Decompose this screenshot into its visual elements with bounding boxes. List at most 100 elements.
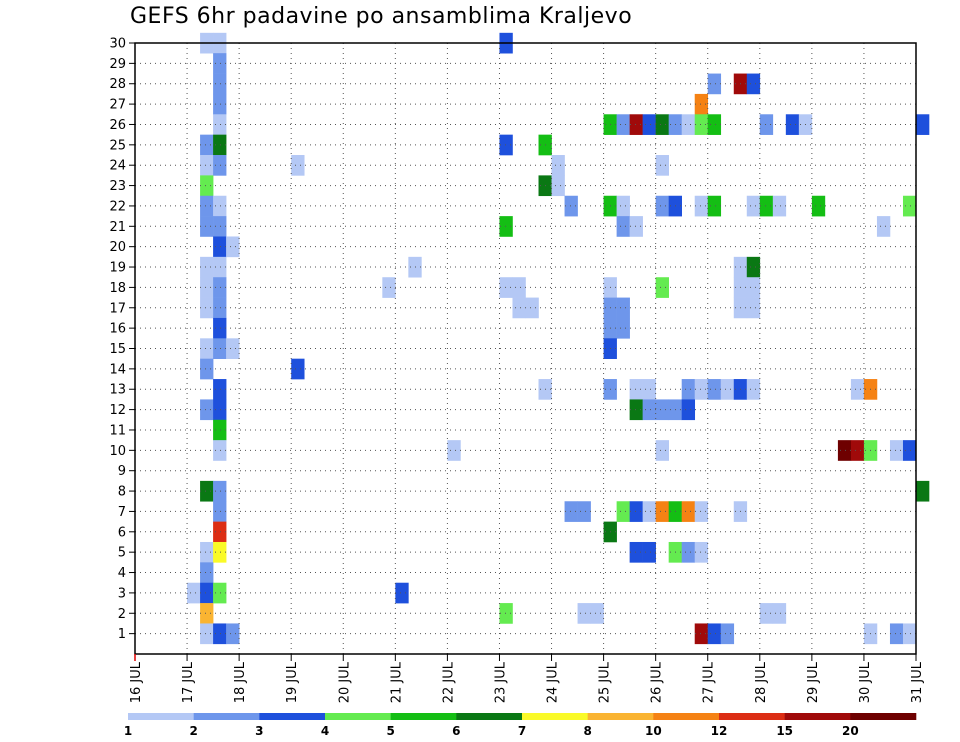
precip-cell: [707, 114, 722, 135]
precip-cell: [213, 399, 227, 421]
y-tick-label: 13: [109, 383, 126, 398]
precip-cell: [213, 53, 227, 74]
precip-cell: [200, 216, 214, 237]
precip-cell: [642, 379, 656, 400]
colorbar-swatch: [522, 713, 588, 720]
precip-cell: [746, 277, 761, 298]
precip-cell: [759, 114, 774, 135]
x-tick-label: 18 JUL: [233, 661, 248, 703]
precip-cell: [811, 195, 826, 217]
y-tick-label: 21: [109, 220, 126, 235]
precip-cell: [681, 541, 696, 563]
precip-cell: [889, 623, 904, 645]
precip-cell: [694, 195, 709, 217]
precip-cell: [512, 297, 526, 319]
precip-cell: [707, 623, 722, 645]
y-tick-label: 1: [118, 627, 126, 642]
precip-cell: [213, 195, 227, 217]
precip-cell: [629, 114, 643, 135]
x-tick-label: 27 JUL: [702, 661, 717, 703]
precip-cell: [629, 216, 643, 237]
y-tick-label: 2: [118, 607, 126, 622]
precip-cell: [616, 195, 630, 217]
x-tick-label: 26 JUL: [650, 661, 665, 703]
colorbar-label: 12: [711, 724, 728, 738]
y-tick-label: 10: [109, 444, 126, 459]
y-tick-label: 18: [109, 281, 126, 296]
precip-cell: [213, 419, 227, 441]
colorbar-swatch: [456, 713, 523, 720]
y-tick-label: 16: [109, 322, 126, 337]
precip-cell: [200, 277, 214, 298]
precip-cell: [564, 195, 578, 217]
precip-cell: [200, 297, 214, 319]
precip-cell: [226, 236, 240, 258]
precip-cell: [577, 501, 591, 522]
precip-cell: [876, 216, 891, 237]
precip-cell: [616, 114, 630, 135]
precip-cell: [720, 379, 735, 400]
precip-cell: [916, 114, 930, 135]
x-tick-label: 21 JUL: [389, 661, 404, 703]
precip-cell: [226, 623, 240, 645]
precip-cell: [694, 541, 709, 563]
precip-cell: [213, 73, 227, 95]
colorbar: 1 2 3 4 5 6 7 8 10 12 15 20: [124, 713, 917, 738]
precip-cell: [772, 195, 787, 217]
y-tick-label: 27: [109, 98, 126, 113]
colorbar-swatch: [325, 713, 391, 720]
precip-cell: [642, 114, 656, 135]
colorbar-swatch: [128, 713, 194, 720]
precip-cell: [902, 440, 917, 461]
precip-cell: [655, 501, 669, 522]
y-tick-label: 30: [109, 37, 126, 52]
precip-cell: [200, 582, 214, 604]
y-tick-label: 3: [118, 586, 126, 601]
precip-cell: [512, 277, 526, 298]
precip-cell: [499, 216, 513, 237]
colorbar-label: 1: [124, 724, 132, 738]
precip-cell: [629, 501, 643, 522]
y-tick-label: 9: [118, 464, 126, 479]
x-tick-label: 31 JUL: [910, 661, 925, 703]
precip-cell: [629, 541, 643, 563]
precip-cell: [213, 155, 227, 176]
precip-cell: [447, 440, 461, 461]
y-axis: 1234567891011121314151617181920212223242…: [109, 37, 135, 642]
colorbar-swatch: [390, 713, 457, 720]
precip-cell: [213, 277, 227, 298]
precip-cell: [213, 480, 227, 502]
precip-cell: [213, 256, 227, 278]
precip-cell: [213, 379, 227, 400]
precip-cell: [291, 155, 305, 176]
precip-cell: [642, 541, 656, 563]
precip-cell: [707, 73, 722, 95]
colorbar-swatch: [653, 713, 720, 720]
y-tick-label: 28: [109, 77, 126, 92]
precip-cell: [616, 317, 630, 339]
colorbar-label: 8: [583, 724, 591, 738]
y-tick-label: 17: [109, 301, 126, 316]
precip-cell: [200, 155, 214, 176]
cells-layer: [187, 32, 930, 645]
precip-cell: [902, 623, 917, 645]
precip-cell: [213, 216, 227, 237]
precip-cell: [213, 93, 227, 115]
colorbar-label: 2: [189, 724, 197, 738]
colorbar-label: 7: [518, 724, 526, 738]
precip-cell: [213, 440, 227, 461]
x-tick-label: 23 JUL: [493, 661, 508, 703]
precip-cell: [889, 440, 904, 461]
colorbar-label: 5: [386, 724, 394, 738]
precip-cell: [655, 277, 669, 298]
precip-cell: [720, 623, 735, 645]
precip-cell: [746, 73, 761, 95]
precip-cell: [187, 582, 201, 604]
precip-cell: [213, 114, 227, 135]
x-axis: 16 JUL 17 JUL 18 JUL 19 JUL 20 JUL 21 JUL 22 J…: [129, 654, 925, 703]
precip-cell: [759, 195, 774, 217]
precip-cell: [200, 256, 214, 278]
colorbar-label: 4: [321, 724, 329, 738]
x-tick-label: 25 JUL: [598, 661, 613, 703]
x-tick-label: 16 JUL: [129, 661, 144, 703]
